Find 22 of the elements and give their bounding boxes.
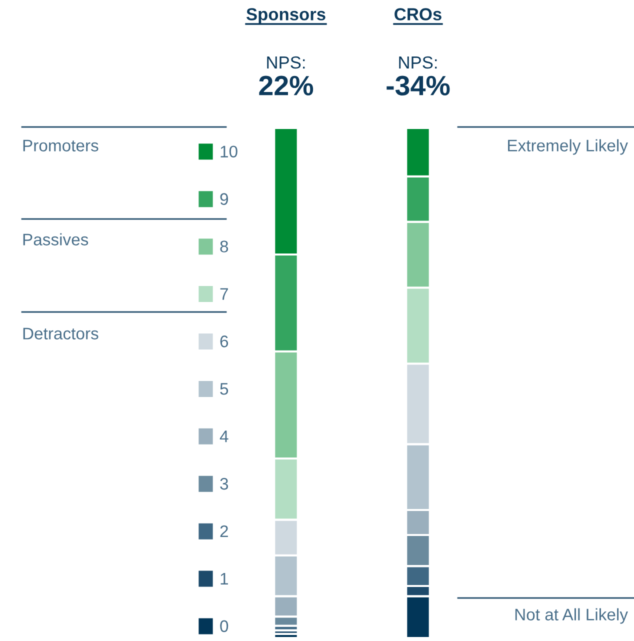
text: NPS: [267, 56, 305, 69]
text: -34% [386, 76, 450, 96]
x-tick-label: CROs [394, 8, 442, 20]
legend-label: 5 [220, 383, 228, 395]
text: Promoters [23, 140, 98, 152]
legend-label: 8 [220, 240, 228, 252]
legend-label: 1 [220, 572, 228, 584]
legend-label: 4 [220, 430, 228, 442]
legend-label: 3 [220, 478, 228, 490]
legend-label: 6 [220, 336, 228, 348]
text: Not at All Likely [515, 608, 628, 624]
legend-label: 0 [220, 620, 228, 632]
x-tick-label: Sponsors [246, 8, 326, 24]
legend-label: 9 [220, 193, 228, 205]
text: Detractors [23, 328, 98, 340]
legend-label: 10 [220, 146, 238, 158]
text: Passives [23, 233, 88, 246]
text: NPS: [399, 56, 437, 69]
text: Extremely Likely [508, 139, 628, 155]
legend-label: 2 [220, 525, 228, 537]
legend-label: 7 [220, 288, 228, 300]
text: 22% [259, 76, 314, 96]
